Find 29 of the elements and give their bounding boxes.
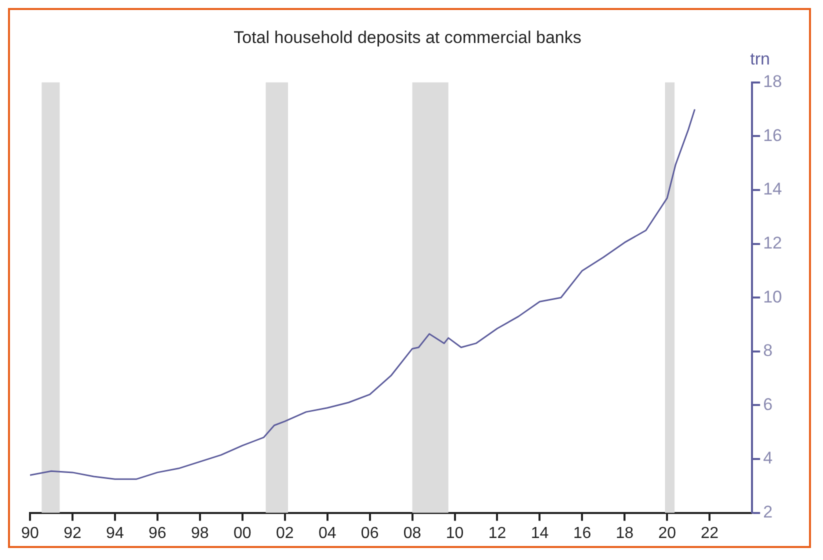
x-tick-label: 16 [573,524,592,542]
x-tick-label: 10 [446,524,464,542]
x-tick-label: 06 [360,524,379,542]
frame: Total household deposits at commercial banks 90 92 94 96 98 00 02 04 06 08 10 12 14 16 18 20 22 2 4 6 8 10 12 14 16 18 trn [8,8,811,548]
y-tick-label: 12 [763,233,782,252]
x-tick-label: 14 [530,524,549,542]
x-tick-label: 18 [616,524,634,542]
x-tick-label: 22 [700,524,719,542]
chart-title: Total household deposits at commercial banks [234,28,582,47]
x-tick-label: 02 [276,524,294,542]
x-tick-label: 92 [64,524,82,542]
y-tick-label: 16 [763,126,782,145]
y-tick-label: 18 [763,72,782,92]
y-tick-label: 4 [763,448,773,468]
x-tick-label: 90 [21,524,39,542]
y-tick-label: 6 [763,394,773,414]
x-tick-label: 04 [318,524,336,542]
x-tick-label: 00 [233,524,252,542]
x-tick-label: 12 [488,524,506,542]
y-tick-label: 10 [763,287,782,306]
x-tick-label: 98 [191,524,209,542]
y-axis-title: trn [750,50,770,69]
y-tick-label: 8 [763,341,773,360]
x-tick-label: 08 [403,524,422,542]
y-tick-label: 2 [763,502,773,522]
x-tick-label: 96 [148,524,166,542]
x-tick-label: 94 [106,524,124,542]
x-tick-label: 20 [658,524,676,542]
y-tick-label: 14 [763,180,782,199]
